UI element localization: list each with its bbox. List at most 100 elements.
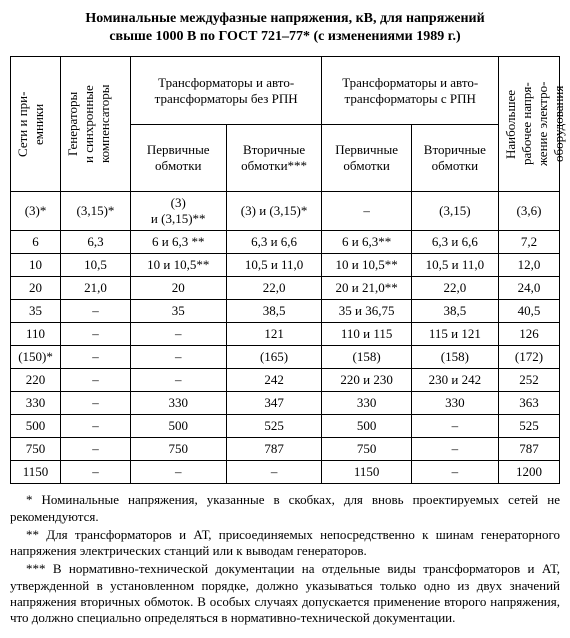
cell: – (130, 346, 226, 369)
cell: 20 (130, 277, 226, 300)
cell: 22,0 (411, 277, 498, 300)
cell: (3,6) (498, 192, 559, 231)
cell: 121 (226, 323, 322, 346)
cell: 500 (130, 415, 226, 438)
footnote-3: *** В нормативно-технической документаци… (10, 561, 560, 626)
cell: (3,15)* (61, 192, 131, 231)
cell: 220 и 230 (322, 369, 411, 392)
cell: 6,3 и 6,6 (226, 231, 322, 254)
title-line-1: Номинальные междуфазные напряжения, кВ, … (85, 11, 484, 26)
cell: 35 и 36,75 (322, 300, 411, 323)
cell: 500 (322, 415, 411, 438)
cell: 330 (411, 392, 498, 415)
table-row: 110––121110 и 115115 и 121126 (11, 323, 560, 346)
cell: – (61, 323, 131, 346)
cell: (3)и (3,15)** (130, 192, 226, 231)
cell: 525 (226, 415, 322, 438)
cell: – (61, 392, 131, 415)
cell: 38,5 (226, 300, 322, 323)
table-title: Номинальные междуфазные напряжения, кВ, … (10, 10, 560, 46)
cell: 10,5 (61, 254, 131, 277)
cell: – (411, 438, 498, 461)
cell: 1150 (322, 461, 411, 484)
cell: 24,0 (498, 277, 559, 300)
table-row: 35–3538,535 и 36,7538,540,5 (11, 300, 560, 323)
col-header-max-voltage: Наибольшеерабочее напря-жение электро-об… (501, 60, 569, 188)
col-header-no-rpn: Трансформаторы и авто-трансформаторы без… (130, 57, 322, 125)
table-row: 1010,510 и 10,5**10,5 и 11,010 и 10,5**1… (11, 254, 560, 277)
table-row: (3)*(3,15)*(3)и (3,15)**(3) и (3,15)*– (3… (11, 192, 560, 231)
cell: – (61, 438, 131, 461)
cell: (150)* (11, 346, 61, 369)
cell: – (130, 323, 226, 346)
cell: 330 (322, 392, 411, 415)
col-header-primary-1: Первичные обмотки (130, 124, 226, 192)
cell: (172) (498, 346, 559, 369)
cell: 10 и 10,5** (322, 254, 411, 277)
cell: 38,5 (411, 300, 498, 323)
cell: 347 (226, 392, 322, 415)
cell: (165) (226, 346, 322, 369)
cell: 22,0 (226, 277, 322, 300)
cell: 7,2 (498, 231, 559, 254)
table-row: 750–750787750–787 (11, 438, 560, 461)
cell: 363 (498, 392, 559, 415)
cell: 6,3 (61, 231, 131, 254)
footnote-1: * Номинальные напряжения, указанные в ск… (10, 492, 560, 525)
cell: 750 (130, 438, 226, 461)
col-header-primary-2: Первичные обмотки (322, 124, 411, 192)
table-row: 1150–––1150–1200 (11, 461, 560, 484)
table-head: Сети и при-емники Генераторыи синхронные… (11, 57, 560, 192)
cell: (3) и (3,15)* (226, 192, 322, 231)
cell: 35 (130, 300, 226, 323)
cell: 750 (322, 438, 411, 461)
cell: 330 (130, 392, 226, 415)
cell: 750 (11, 438, 61, 461)
cell: (158) (411, 346, 498, 369)
col-header-secondary-2: Вторичные обмотки (411, 124, 498, 192)
cell: 220 (11, 369, 61, 392)
table-row: 500–500525500–525 (11, 415, 560, 438)
cell: 40,5 (498, 300, 559, 323)
cell: – (226, 461, 322, 484)
cell: 12,0 (498, 254, 559, 277)
col-header-rpn: Трансформаторы и авто-трансформаторы с Р… (322, 57, 498, 125)
cell: – (61, 300, 131, 323)
cell: 110 (11, 323, 61, 346)
cell: – (130, 461, 226, 484)
cell: 6,3 и 6,6 (411, 231, 498, 254)
cell: – (411, 461, 498, 484)
cell: 330 (11, 392, 61, 415)
cell: (3)* (11, 192, 61, 231)
table-row: (150)*––(165)(158)(158)(172) (11, 346, 560, 369)
footnotes: * Номинальные напряжения, указанные в ск… (10, 492, 560, 626)
col-header-networks: Сети и при-емники (13, 60, 49, 188)
col-header-generators: Генераторыи синхронныекомпенсаторы (63, 60, 115, 188)
cell: 6 и 6,3** (322, 231, 411, 254)
cell: 10,5 и 11,0 (411, 254, 498, 277)
cell: 500 (11, 415, 61, 438)
cell: 787 (498, 438, 559, 461)
cell: – (61, 461, 131, 484)
cell: 115 и 121 (411, 323, 498, 346)
cell: 242 (226, 369, 322, 392)
cell: 10 (11, 254, 61, 277)
cell: – (322, 192, 411, 231)
title-line-2: свыше 1000 В по ГОСТ 721–77* (с изменени… (109, 29, 460, 44)
cell: 6 (11, 231, 61, 254)
table-body: (3)*(3,15)*(3)и (3,15)**(3) и (3,15)*–(3… (11, 192, 560, 484)
cell: 787 (226, 438, 322, 461)
footnote-2: ** Для трансформаторов и АТ, присоединяе… (10, 527, 560, 560)
cell: (158) (322, 346, 411, 369)
cell: 230 и 242 (411, 369, 498, 392)
table-row: 220––242220 и 230230 и 242252 (11, 369, 560, 392)
cell: 110 и 115 (322, 323, 411, 346)
cell: 252 (498, 369, 559, 392)
table-row: 330–330347330330363 (11, 392, 560, 415)
col-header-secondary-1: Вторичные обмотки*** (226, 124, 322, 192)
table-row: 66,36 и 6,3 **6,3 и 6,66 и 6,3**6,3 и 6,… (11, 231, 560, 254)
cell: 10 и 10,5** (130, 254, 226, 277)
cell: 20 и 21,0** (322, 277, 411, 300)
cell: 1150 (11, 461, 61, 484)
voltage-table: Сети и при-емники Генераторыи синхронные… (10, 56, 560, 484)
